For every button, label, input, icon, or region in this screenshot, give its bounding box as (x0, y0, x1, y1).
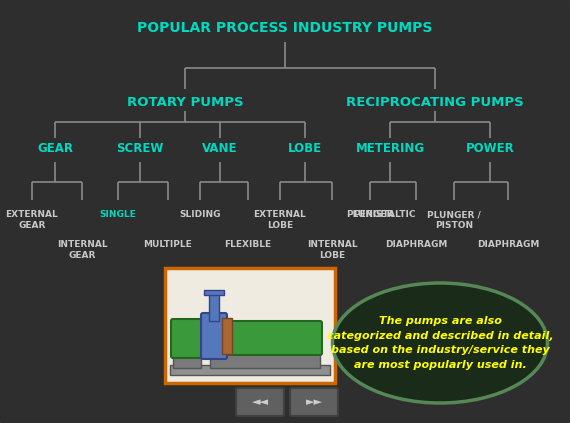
Text: METERING: METERING (356, 142, 425, 154)
Bar (165, 268, 335, 383)
Text: EXTERNAL
LOBE: EXTERNAL LOBE (254, 210, 307, 230)
Text: GEAR: GEAR (37, 142, 73, 154)
Text: POPULAR PROCESS INDUSTRY PUMPS: POPULAR PROCESS INDUSTRY PUMPS (137, 21, 433, 35)
Text: RECIPROCATING PUMPS: RECIPROCATING PUMPS (346, 96, 524, 110)
Text: INTERNAL
LOBE: INTERNAL LOBE (307, 240, 357, 260)
Text: The pumps are also
categorized and described in detail,
based on the industry/se: The pumps are also categorized and descr… (327, 316, 553, 370)
Text: LOBE: LOBE (288, 142, 322, 154)
Text: PLUNGER /
PISTON: PLUNGER / PISTON (427, 210, 481, 230)
Text: SINGLE: SINGLE (100, 210, 136, 219)
FancyBboxPatch shape (171, 319, 210, 358)
Bar (210, 353, 320, 368)
FancyBboxPatch shape (203, 321, 322, 355)
Text: SLIDING: SLIDING (179, 210, 221, 219)
Text: PERISTALTIC: PERISTALTIC (353, 210, 416, 219)
Text: EXTERNAL
GEAR: EXTERNAL GEAR (6, 210, 58, 230)
Bar (222, 318, 232, 354)
Text: FLEXIBLE: FLEXIBLE (225, 240, 271, 249)
FancyBboxPatch shape (290, 388, 338, 416)
Text: DIAPHRAGM: DIAPHRAGM (385, 240, 447, 249)
Text: DIAPHRAGM: DIAPHRAGM (477, 240, 539, 249)
Bar (173, 348, 201, 368)
FancyBboxPatch shape (201, 313, 227, 359)
Text: PLUNGER: PLUNGER (347, 210, 394, 219)
Bar (204, 290, 224, 295)
Text: SCREW: SCREW (116, 142, 164, 154)
Bar (209, 293, 219, 321)
Text: VANE: VANE (202, 142, 238, 154)
Ellipse shape (332, 283, 548, 403)
Text: ◄◄: ◄◄ (251, 397, 268, 407)
Bar (170, 365, 330, 375)
Text: MULTIPLE: MULTIPLE (144, 240, 193, 249)
Text: POWER: POWER (466, 142, 514, 154)
Text: INTERNAL
GEAR: INTERNAL GEAR (56, 240, 107, 260)
FancyBboxPatch shape (236, 388, 284, 416)
Text: ►►: ►► (306, 397, 323, 407)
Text: ROTARY PUMPS: ROTARY PUMPS (127, 96, 243, 110)
